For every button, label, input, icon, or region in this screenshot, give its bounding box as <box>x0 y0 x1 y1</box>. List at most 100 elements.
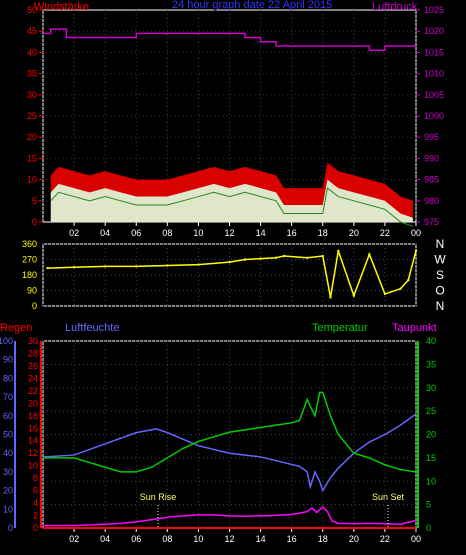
wind-panel-xtick-label: 20 <box>349 228 359 238</box>
temp-panel-xtick-label: 14 <box>256 534 266 544</box>
wind-panel-xtick-label: 18 <box>318 228 328 238</box>
rain-tick-label: 24 <box>28 373 38 383</box>
compass-label: O <box>435 284 444 298</box>
direction-point <box>352 294 356 297</box>
pressure-line <box>43 28 416 52</box>
rain-tick-label: 26 <box>28 361 38 371</box>
temperature-line <box>43 391 417 473</box>
wind-tick-label: 45 <box>27 26 37 36</box>
temperature-tick-label: 20 <box>426 430 436 440</box>
wind-panel-xtick-label: 04 <box>100 228 110 238</box>
direction-point <box>414 249 418 253</box>
temp-panel-xtick-label: 06 <box>131 534 141 544</box>
direction-point <box>197 263 200 266</box>
pressure-tick-label: 1000 <box>424 111 444 121</box>
wind-tick-label: 50 <box>27 5 37 15</box>
direction-tick-label: 180 <box>22 270 37 280</box>
pressure-tick-label: 985 <box>424 175 439 185</box>
temperature-axis-title: Temperatur <box>312 322 368 334</box>
rain-tick-label: 2 <box>33 511 38 521</box>
direction-point <box>383 292 387 296</box>
pressure-tick-label: 990 <box>424 153 439 163</box>
rain-tick-label: 18 <box>28 411 38 421</box>
direction-tick-label: 270 <box>22 255 37 265</box>
direction-point <box>407 278 410 282</box>
pressure-tick-label: 1015 <box>424 47 444 57</box>
compass-label: N <box>436 299 445 313</box>
wind-tick-label: 15 <box>27 153 37 163</box>
temperature-tick-label: 10 <box>426 476 436 486</box>
wind-panel-xtick-label: 10 <box>193 228 203 238</box>
sun-annotation: Sun Rise <box>140 492 177 502</box>
temp-panel-xtick-label: 08 <box>162 534 172 544</box>
temperature-tick-label: 35 <box>426 359 436 369</box>
wind-tick-label: 30 <box>27 90 37 100</box>
direction-point <box>306 256 309 259</box>
direction-point <box>166 264 169 267</box>
temperature-tick-label: 0 <box>426 523 431 533</box>
direction-tick-label: 0 <box>32 301 37 311</box>
temp-panel-xtick-label: 18 <box>318 534 328 544</box>
wind-panel-xtick-label: 14 <box>256 228 266 238</box>
direction-point <box>274 256 278 259</box>
wind-panel-xtick-label: 16 <box>287 228 297 238</box>
direction-point <box>103 265 107 268</box>
direction-tick-label: 90 <box>27 286 37 296</box>
compass-label: S <box>436 268 444 282</box>
wind-tick-label: 40 <box>27 47 37 57</box>
humidity-tick-label: 100 <box>0 336 13 346</box>
rain-axis-title: Regen <box>0 322 32 334</box>
humidity-tick-label: 30 <box>3 467 13 477</box>
direction-tick-label: 360 <box>22 239 37 249</box>
compass-label: W <box>434 253 446 267</box>
direction-point <box>329 296 332 299</box>
rain-tick-label: 14 <box>28 436 38 446</box>
temp-panel-xtick-label: 20 <box>349 534 359 544</box>
sun-annotation: Sun Set <box>372 492 405 502</box>
direction-point <box>72 266 76 269</box>
temperature-tick-label: 30 <box>426 383 436 393</box>
rain-tick-label: 4 <box>33 498 38 508</box>
temp-panel-xtick-label: 10 <box>193 534 203 544</box>
wind-tick-label: 20 <box>27 132 37 142</box>
temperature-tick-label: 5 <box>426 500 431 510</box>
direction-point <box>368 253 371 256</box>
dewpoint-line <box>43 505 417 527</box>
direction-point <box>135 265 138 268</box>
wind-panel-xtick-label: 12 <box>224 228 234 238</box>
wind-tick-label: 35 <box>27 69 37 79</box>
temp-panel-xtick-label: 22 <box>380 534 390 544</box>
rain-tick-label: 12 <box>28 448 38 458</box>
humidity-tick-label: 0 <box>8 523 13 533</box>
pressure-tick-label: 995 <box>424 132 439 142</box>
wind-panel-xtick-label: 22 <box>380 228 390 238</box>
direction-point <box>259 257 262 260</box>
pressure-tick-label: 1005 <box>424 90 444 100</box>
direction-point <box>228 260 231 264</box>
chart-title: 24 hour graph date 22 April 2015 <box>172 0 333 11</box>
rain-tick-label: 6 <box>33 486 38 496</box>
humidity-tick-label: 40 <box>3 448 13 458</box>
wind-panel-xtick-label: 08 <box>162 228 172 238</box>
direction-point <box>243 258 247 261</box>
dewpoint-axis-title: Taupunkt <box>392 322 437 334</box>
rain-tick-label: 28 <box>28 348 38 358</box>
pressure-tick-label: 1020 <box>424 26 444 36</box>
temp-panel-xtick-label: 00 <box>411 534 421 544</box>
temp-panel-xtick-label: 12 <box>224 534 234 544</box>
humidity-tick-label: 70 <box>3 392 13 402</box>
humidity-tick-label: 20 <box>3 486 13 496</box>
rain-tick-label: 8 <box>33 473 38 483</box>
wind-tick-label: 25 <box>27 111 37 121</box>
pressure-tick-label: 1010 <box>424 69 444 79</box>
humidity-line <box>42 413 417 493</box>
pressure-axis-title: Luftdruck <box>372 1 418 13</box>
rain-tick-label: 22 <box>28 386 38 396</box>
temperature-tick-label: 15 <box>426 453 436 463</box>
wind-average-line <box>50 187 414 227</box>
wind-panel-xtick-label: 06 <box>131 228 141 238</box>
temperature-tick-label: 40 <box>426 336 436 346</box>
wind-tick-label: 10 <box>27 175 37 185</box>
